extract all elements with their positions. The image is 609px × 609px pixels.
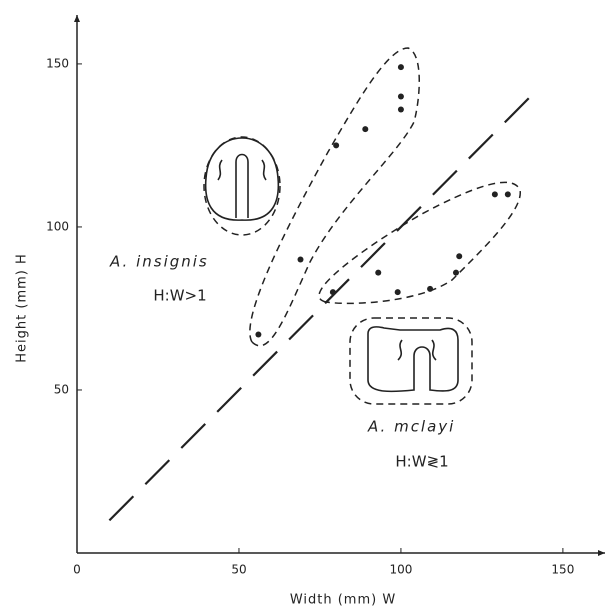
annotation: H:W>1 (153, 287, 206, 305)
x-tick-label: 150 (551, 563, 574, 577)
x-tick-label: 0 (73, 563, 81, 577)
point (297, 256, 304, 263)
point (456, 253, 463, 260)
point (491, 191, 498, 198)
point (394, 289, 401, 296)
point (333, 142, 340, 149)
series-label: A. insignis (109, 253, 209, 271)
x-axis-label: Width (mm) W (290, 593, 396, 608)
series-label: A. mclayi (367, 418, 455, 436)
point (452, 269, 459, 276)
point (375, 269, 382, 276)
annotation: H:W≷1 (395, 453, 448, 471)
y-tick-label: 100 (46, 219, 69, 233)
mclayi-icon (349, 317, 473, 405)
point (329, 289, 336, 296)
point (397, 93, 404, 100)
reference-line (108, 95, 532, 522)
point (397, 64, 404, 71)
point (255, 331, 262, 338)
point (397, 106, 404, 113)
mclayi-enclosure (318, 181, 521, 305)
x-tick-label: 50 (231, 563, 246, 577)
point (362, 126, 369, 133)
point (504, 191, 511, 198)
y-tick-label: 50 (54, 382, 69, 396)
y-axis-label: Height (mm) H (15, 253, 30, 362)
insignis-icon (203, 136, 281, 236)
y-tick-label: 150 (46, 56, 69, 70)
x-tick-label: 100 (389, 563, 412, 577)
insignis-enclosure (249, 47, 420, 347)
point (427, 285, 434, 292)
